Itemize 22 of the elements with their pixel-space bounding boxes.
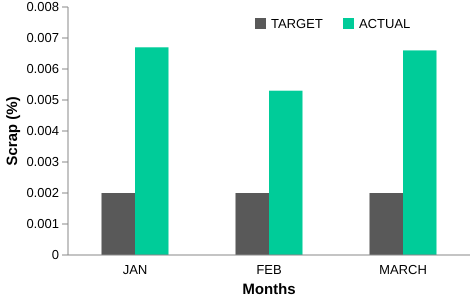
y-axis-title: Scrap (%)	[4, 96, 21, 166]
y-tick-label: 0	[52, 247, 59, 262]
y-tick-label: 0.007	[26, 30, 59, 46]
bar	[102, 193, 135, 255]
x-axis-title: Months	[242, 281, 296, 298]
bar	[370, 193, 403, 255]
y-tick-label: 0.001	[26, 216, 59, 232]
y-tick-label: 0.004	[26, 123, 59, 138]
x-tick-label: JAN	[122, 262, 148, 278]
bar	[135, 47, 168, 255]
legend-label: ACTUAL	[359, 16, 410, 31]
legend-label: TARGET	[271, 16, 323, 31]
y-tick-label: 0.006	[26, 61, 59, 76]
bar	[269, 90, 302, 255]
y-tick-label: 0.002	[26, 185, 59, 200]
y-tick-label: 0.003	[26, 154, 59, 170]
bar	[236, 193, 269, 255]
x-tick-label: FEB	[256, 262, 282, 278]
y-tick-label: 0.005	[26, 92, 59, 108]
x-tick-label: MARCH	[379, 262, 427, 278]
bar	[403, 50, 436, 255]
y-tick-label: 0.008	[26, 0, 59, 14]
